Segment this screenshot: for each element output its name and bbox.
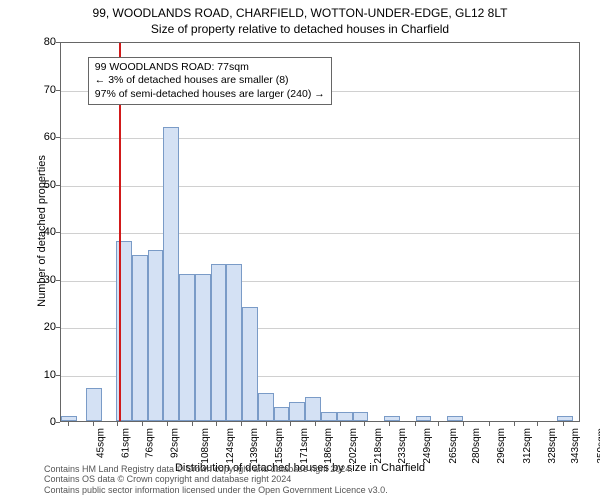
histogram-bar: [321, 412, 337, 422]
x-tick-mark: [514, 422, 515, 426]
y-tick-label: 40: [26, 226, 56, 238]
histogram-bar: [179, 274, 195, 421]
x-tick-label: 76sqm: [144, 428, 155, 458]
x-tick-mark: [315, 422, 316, 426]
x-tick-mark: [364, 422, 365, 426]
footer-line: Contains OS data © Crown copyright and d…: [44, 474, 388, 485]
footer-attribution: Contains HM Land Registry data © Crown c…: [44, 464, 388, 496]
y-tick-label: 10: [26, 369, 56, 381]
x-tick-label: 92sqm: [169, 428, 180, 458]
x-tick-mark: [290, 422, 291, 426]
x-tick-mark: [537, 422, 538, 426]
x-tick-mark: [463, 422, 464, 426]
y-tick-label: 50: [26, 179, 56, 191]
histogram-bar: [337, 412, 353, 422]
histogram-bar: [384, 416, 400, 421]
y-tick-label: 30: [26, 274, 56, 286]
y-tick-mark: [56, 280, 60, 281]
x-tick-label: 296sqm: [496, 428, 507, 464]
x-tick-mark: [68, 422, 69, 426]
histogram-bar: [211, 264, 227, 421]
x-tick-label: 343sqm: [571, 428, 582, 464]
x-tick-label: 139sqm: [249, 428, 260, 464]
x-tick-label: 280sqm: [471, 428, 482, 464]
x-tick-mark: [389, 422, 390, 426]
x-tick-label: 61sqm: [121, 428, 132, 458]
x-tick-label: 359sqm: [596, 428, 600, 464]
page-title-line2: Size of property relative to detached ho…: [0, 20, 600, 36]
annotation-line: 99 WOODLANDS ROAD: 77sqm: [95, 61, 325, 74]
y-tick-mark: [56, 185, 60, 186]
histogram-bar: [274, 407, 290, 421]
x-tick-mark: [241, 422, 242, 426]
x-tick-label: 233sqm: [397, 428, 408, 464]
x-tick-label: 186sqm: [323, 428, 334, 464]
histogram-bar: [305, 397, 321, 421]
y-tick-label: 70: [26, 84, 56, 96]
y-tick-mark: [56, 375, 60, 376]
y-tick-label: 80: [26, 36, 56, 48]
x-tick-label: 155sqm: [274, 428, 285, 464]
y-tick-mark: [56, 232, 60, 233]
histogram-bar: [242, 307, 258, 421]
x-tick-mark: [117, 422, 118, 426]
histogram-bar: [557, 416, 573, 421]
histogram-bar: [163, 127, 179, 422]
gridline: [61, 186, 579, 187]
x-tick-mark: [438, 422, 439, 426]
x-tick-label: 108sqm: [200, 428, 211, 464]
x-tick-mark: [192, 422, 193, 426]
gridline: [61, 233, 579, 234]
x-tick-label: 265sqm: [448, 428, 459, 464]
x-tick-mark: [142, 422, 143, 426]
y-tick-mark: [56, 90, 60, 91]
x-tick-mark: [340, 422, 341, 426]
footer-line: Contains HM Land Registry data © Crown c…: [44, 464, 388, 475]
x-tick-label: 218sqm: [374, 428, 385, 464]
x-tick-label: 202sqm: [348, 428, 359, 464]
x-tick-mark: [93, 422, 94, 426]
chart-plot-area: 99 WOODLANDS ROAD: 77sqm← 3% of detached…: [60, 42, 580, 422]
histogram-bar: [226, 264, 242, 421]
x-tick-label: 45sqm: [95, 428, 106, 458]
y-tick-label: 60: [26, 131, 56, 143]
y-tick-label: 20: [26, 321, 56, 333]
histogram-bar: [258, 393, 274, 422]
x-tick-label: 171sqm: [300, 428, 311, 464]
annotation-box: 99 WOODLANDS ROAD: 77sqm← 3% of detached…: [88, 57, 332, 104]
histogram-bar: [195, 274, 211, 421]
histogram-bar: [447, 416, 463, 421]
histogram-bar: [289, 402, 305, 421]
y-tick-mark: [56, 137, 60, 138]
x-tick-label: 312sqm: [522, 428, 533, 464]
histogram-bar: [353, 412, 369, 422]
x-tick-mark: [216, 422, 217, 426]
x-tick-mark: [563, 422, 564, 426]
y-tick-mark: [56, 327, 60, 328]
x-tick-mark: [489, 422, 490, 426]
x-tick-label: 124sqm: [225, 428, 236, 464]
annotation-line: ← 3% of detached houses are smaller (8): [95, 74, 325, 87]
x-tick-mark: [415, 422, 416, 426]
histogram-bar: [61, 416, 77, 421]
x-tick-mark: [266, 422, 267, 426]
histogram-bar: [86, 388, 102, 421]
x-tick-label: 249sqm: [422, 428, 433, 464]
histogram-bar: [132, 255, 148, 421]
histogram-bar: [416, 416, 432, 421]
gridline: [61, 138, 579, 139]
y-tick-mark: [56, 422, 60, 423]
x-tick-mark: [167, 422, 168, 426]
x-tick-label: 328sqm: [547, 428, 558, 464]
y-tick-label: 0: [26, 416, 56, 428]
page-title-line1: 99, WOODLANDS ROAD, CHARFIELD, WOTTON-UN…: [0, 0, 600, 20]
y-tick-mark: [56, 42, 60, 43]
annotation-line: 97% of semi-detached houses are larger (…: [95, 88, 325, 101]
histogram-bar: [148, 250, 164, 421]
footer-line: Contains public sector information licen…: [44, 485, 388, 496]
